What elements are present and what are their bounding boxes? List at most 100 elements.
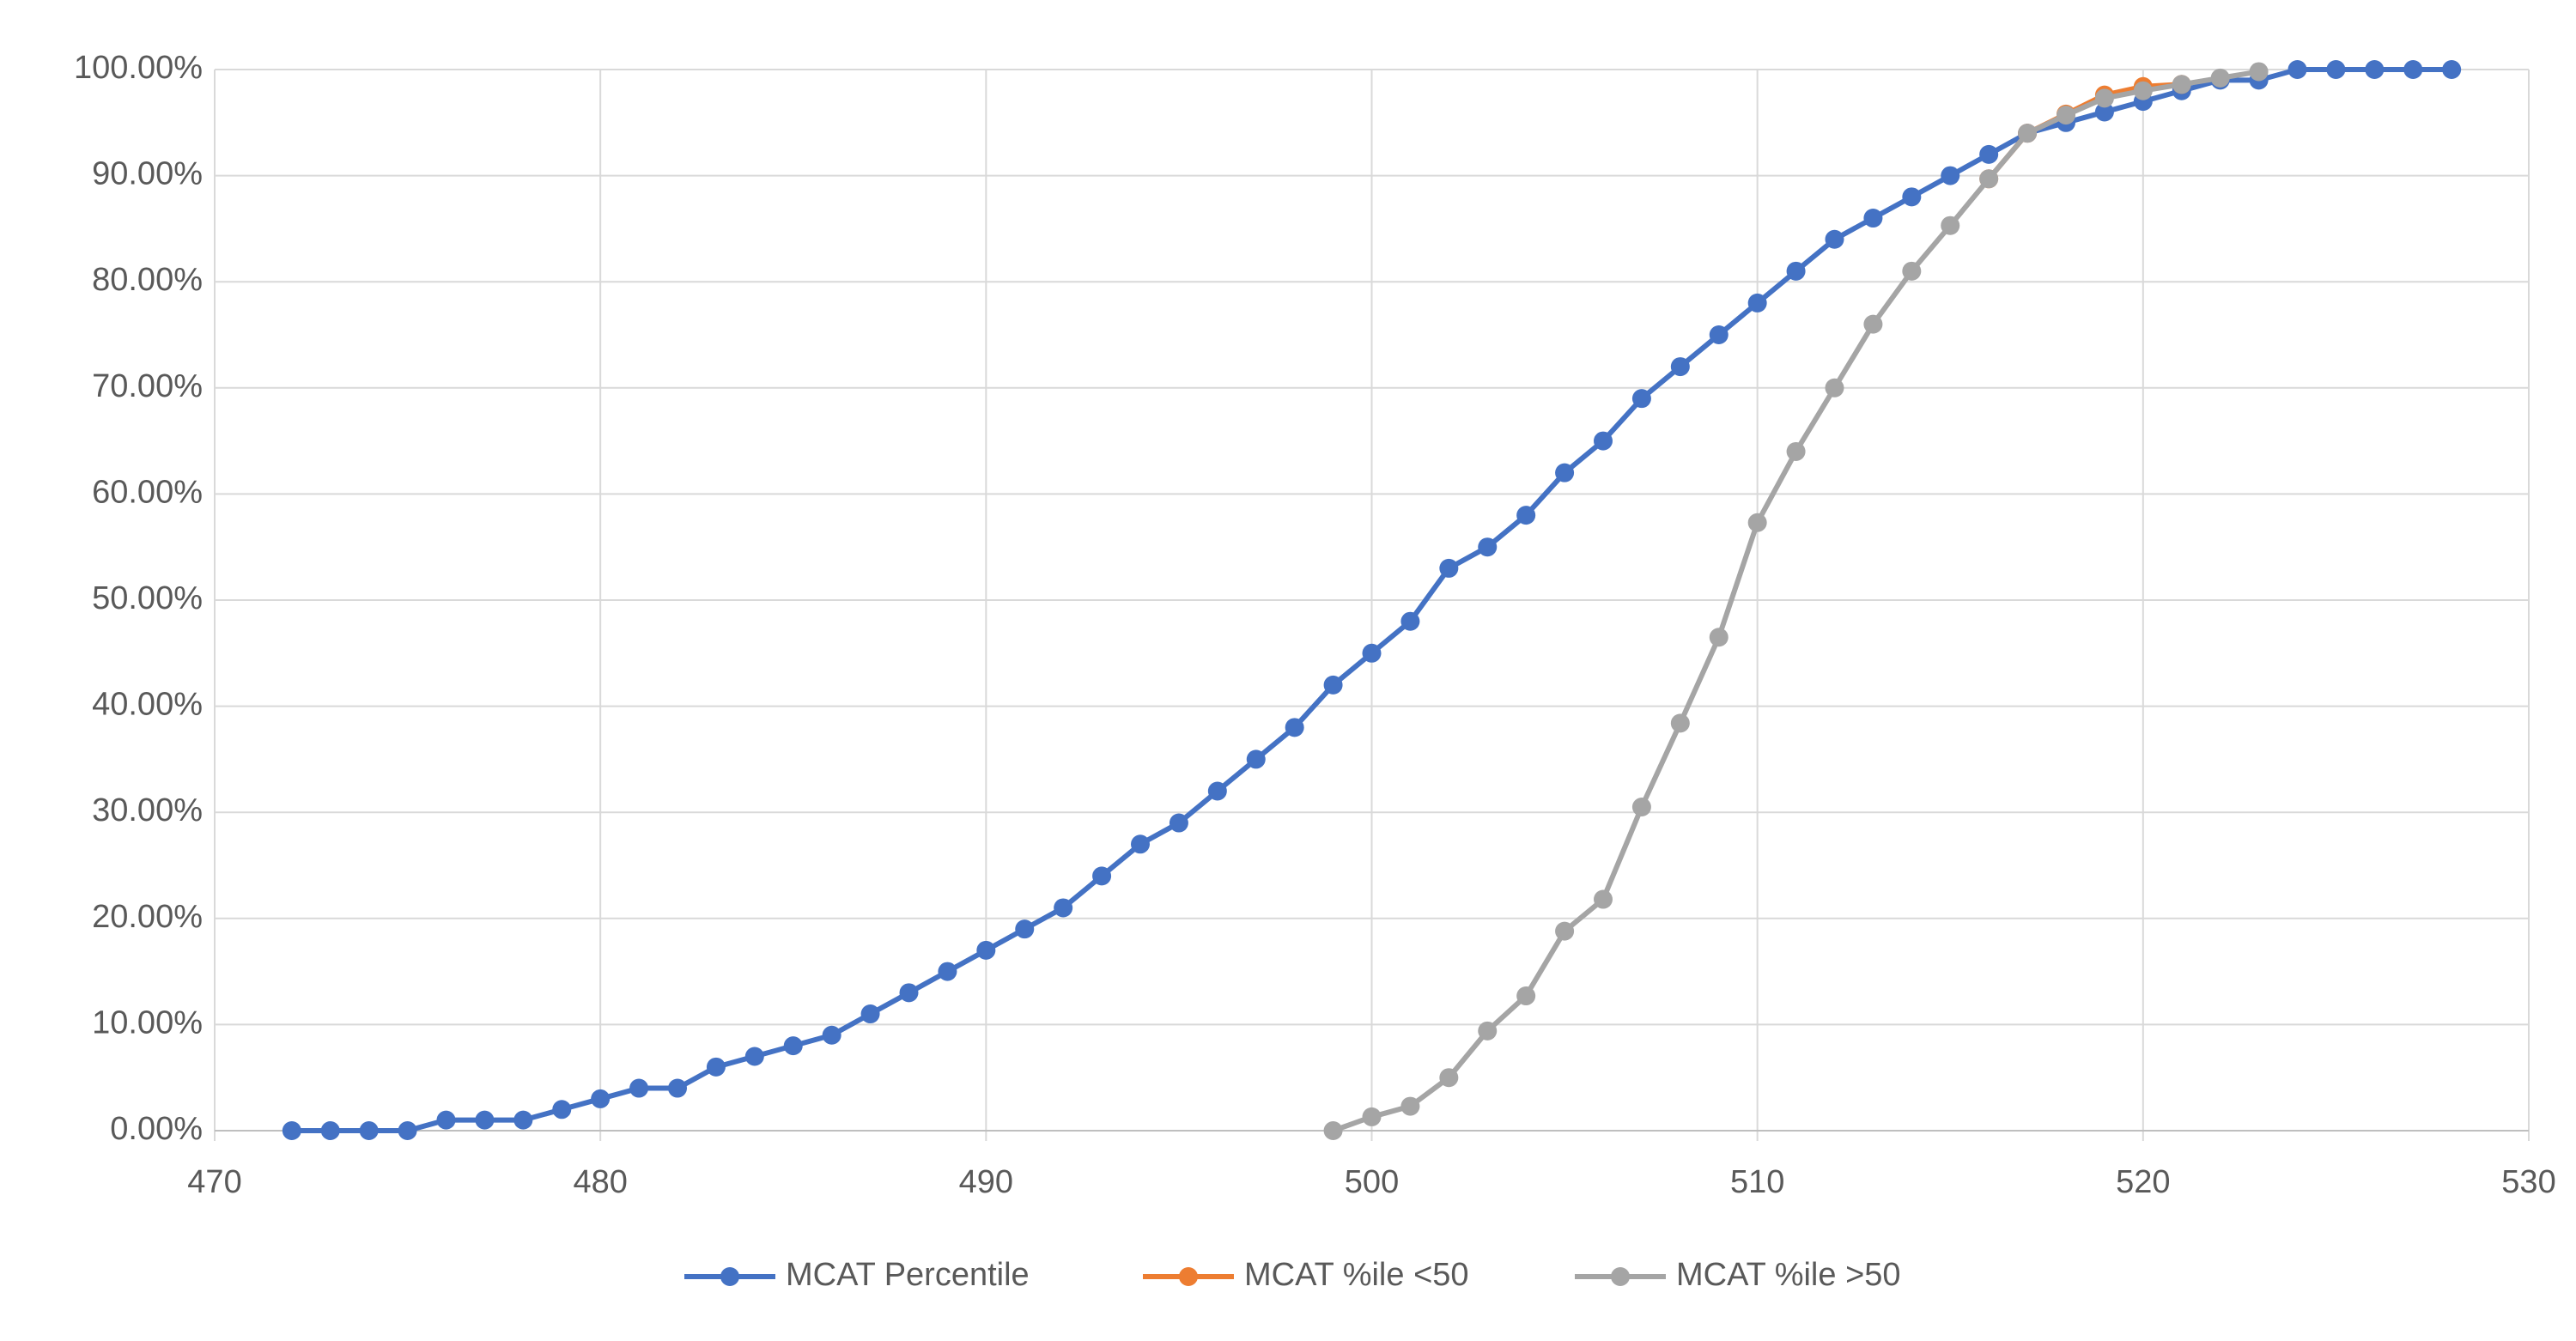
data-point	[1131, 834, 1150, 854]
data-point	[1709, 628, 1728, 647]
data-point	[513, 1110, 533, 1130]
data-point	[1246, 749, 1266, 769]
data-point	[1709, 325, 1728, 344]
y-tick-label: 60.00%	[92, 474, 203, 510]
data-point	[860, 1004, 880, 1024]
x-tick-label: 470	[187, 1164, 241, 1200]
legend-marker	[720, 1267, 739, 1286]
data-point	[1323, 675, 1343, 695]
data-point	[1092, 866, 1112, 886]
data-point	[475, 1110, 495, 1130]
y-tick-label: 90.00%	[92, 156, 203, 192]
data-point	[1863, 314, 1883, 334]
data-point	[2057, 106, 2075, 125]
x-tick-label: 510	[1730, 1164, 1784, 1200]
data-point	[2172, 75, 2191, 94]
y-tick-label: 40.00%	[92, 687, 203, 723]
data-point	[976, 940, 996, 960]
data-point	[1902, 261, 1922, 281]
data-point	[1979, 144, 1999, 164]
data-point	[1169, 813, 1188, 833]
legend-marker	[1611, 1267, 1630, 1286]
data-point	[1054, 898, 1073, 918]
data-point	[282, 1121, 301, 1140]
data-point	[822, 1025, 841, 1045]
data-point	[1594, 431, 1613, 451]
data-point	[1207, 781, 1227, 801]
data-point	[1439, 558, 1459, 578]
data-point	[1941, 215, 1960, 235]
data-point	[668, 1078, 687, 1098]
data-point	[899, 983, 919, 1003]
data-point	[2133, 81, 2153, 100]
data-point	[1516, 986, 1536, 1006]
data-point	[2249, 62, 2269, 82]
x-tick-label: 480	[573, 1164, 627, 1200]
data-point	[1786, 441, 1806, 461]
data-point	[1362, 643, 1382, 663]
data-point	[398, 1121, 417, 1140]
data-point	[629, 1078, 649, 1098]
data-point	[706, 1057, 726, 1077]
data-point	[359, 1121, 379, 1140]
y-tick-label: 100.00%	[74, 50, 203, 86]
data-point	[1478, 537, 1498, 557]
data-point	[1747, 293, 1767, 312]
data-point	[1594, 889, 1613, 909]
x-tick-label: 530	[2501, 1164, 2555, 1200]
y-tick-label: 30.00%	[92, 792, 203, 828]
data-point	[2210, 68, 2230, 88]
data-point	[1285, 718, 1304, 737]
y-tick-label: 0.00%	[110, 1111, 203, 1147]
data-point	[2403, 60, 2423, 79]
data-point	[2094, 102, 2114, 122]
data-point	[1631, 798, 1651, 817]
x-tick-label: 520	[2116, 1164, 2170, 1200]
y-tick-label: 20.00%	[92, 899, 203, 935]
data-point	[1979, 169, 1999, 189]
data-point	[1362, 1107, 1382, 1126]
data-point	[1478, 1021, 1498, 1041]
x-tick-label: 500	[1345, 1164, 1399, 1200]
data-point	[938, 962, 957, 981]
y-tick-label: 10.00%	[92, 1004, 203, 1041]
data-point	[1400, 1096, 1420, 1116]
data-point	[1670, 713, 1690, 733]
data-point	[436, 1110, 456, 1130]
legend-label: MCAT %ile >50	[1676, 1257, 1901, 1293]
data-point	[1825, 229, 1844, 249]
data-point	[1400, 611, 1420, 631]
data-point	[2442, 60, 2462, 79]
x-tick-label: 490	[959, 1164, 1013, 1200]
series-line	[1332, 69, 2260, 1133]
data-point	[1015, 919, 1035, 939]
data-point	[320, 1121, 340, 1140]
legend-marker	[1179, 1267, 1198, 1286]
data-point	[1516, 506, 1536, 525]
data-point	[1670, 357, 1690, 377]
data-point	[1863, 209, 1883, 228]
data-point	[1747, 513, 1767, 532]
y-tick-label: 70.00%	[92, 368, 203, 404]
data-point	[1439, 1068, 1459, 1088]
data-point	[1786, 261, 1806, 281]
data-point	[1941, 166, 1960, 185]
data-point	[1631, 389, 1651, 409]
data-point	[552, 1100, 572, 1120]
data-point	[2287, 60, 2307, 79]
data-point	[783, 1036, 803, 1056]
data-point	[2326, 60, 2346, 79]
data-point	[1825, 378, 1844, 397]
y-tick-label: 80.00%	[92, 262, 203, 298]
data-point	[1902, 187, 1922, 207]
y-tick-label: 50.00%	[92, 580, 203, 616]
data-point	[2094, 88, 2114, 108]
data-point	[1555, 463, 1575, 482]
legend-label: MCAT %ile <50	[1244, 1257, 1469, 1293]
data-point	[591, 1089, 611, 1108]
data-point	[2018, 124, 2038, 143]
data-point	[2365, 60, 2385, 79]
legend-label: MCAT Percentile	[786, 1257, 1030, 1293]
data-point	[1323, 1121, 1343, 1140]
